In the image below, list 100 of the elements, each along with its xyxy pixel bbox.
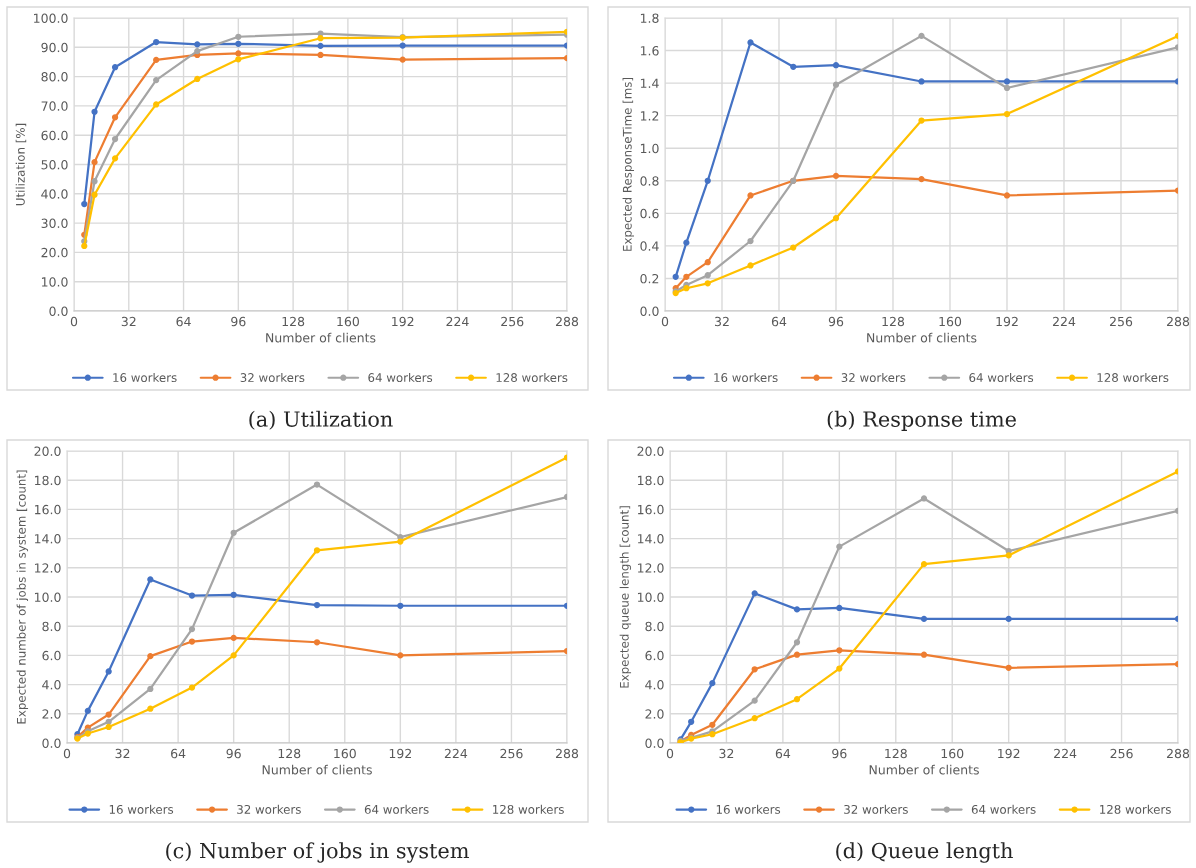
y-tick-label: 10.0: [34, 592, 61, 602]
point: [836, 543, 843, 550]
point: [1003, 110, 1011, 118]
point: [105, 711, 112, 718]
point: [317, 42, 324, 49]
x-tick-label: 0: [63, 748, 71, 759]
y-tick-label: 18.0: [637, 475, 664, 486]
x-tick-label: 96: [828, 316, 844, 327]
y-tick-label: 0.0: [42, 738, 61, 748]
point: [111, 114, 119, 121]
point: [188, 592, 196, 599]
y-tick-label: 10.0: [637, 592, 664, 602]
point: [188, 625, 196, 633]
point: [790, 63, 797, 70]
point: [704, 280, 711, 287]
x-tick-label: 64: [176, 316, 191, 327]
point: [747, 192, 754, 199]
point: [688, 718, 695, 725]
y-tick-label: 12.0: [34, 563, 61, 573]
x-tick-label: 192: [392, 316, 414, 327]
x-tick-label: 224: [446, 316, 469, 327]
point: [313, 481, 321, 488]
point: [683, 285, 690, 292]
legend-label: 64 workers: [364, 804, 429, 814]
y-tick-label: 2.0: [645, 709, 664, 719]
x-tick-label: 128: [885, 748, 907, 759]
y-tick-label: 18.0: [34, 475, 61, 486]
x-tick-label: 64: [775, 748, 791, 759]
x-tick-label: 96: [226, 748, 241, 759]
point: [313, 547, 321, 554]
point: [683, 273, 690, 280]
point: [230, 529, 237, 536]
y-tick-label: 4.0: [42, 680, 61, 690]
point: [235, 56, 242, 63]
point: [1003, 192, 1011, 199]
y-tick-label: 30.0: [41, 218, 68, 229]
text: (d) Queue length: [836, 842, 1013, 863]
y-tick-label: 70.0: [41, 101, 68, 111]
point: [1003, 78, 1011, 85]
x-tick-label: 288: [555, 748, 579, 759]
point: [188, 638, 196, 645]
point: [751, 590, 758, 597]
x-tick-label: 288: [1166, 316, 1190, 327]
x-axis-title: Number of clients: [869, 764, 979, 775]
point: [793, 639, 801, 646]
legend-label: 64 workers: [971, 804, 1036, 814]
point: [397, 538, 404, 545]
point: [918, 176, 925, 183]
point: [230, 634, 237, 642]
text: (c) Number of jobs in system: [166, 842, 469, 863]
x-axis-title: Number of clients: [262, 764, 372, 775]
point: [672, 273, 679, 280]
y-tick-label: 6.0: [645, 650, 664, 661]
y-tick-label: 0.2: [640, 273, 659, 284]
x-axis-title: Number of clients: [266, 332, 376, 343]
legend-label: 16 workers: [716, 804, 781, 814]
y-tick-label: 0.0: [49, 306, 68, 316]
x-tick-label: 128: [282, 316, 305, 327]
x-tick-label: 224: [1054, 748, 1077, 759]
legend-label: 128 workers: [1100, 804, 1171, 814]
point: [836, 665, 843, 672]
point: [747, 39, 754, 46]
y-tick-label: 1.8: [640, 13, 659, 23]
point: [91, 159, 98, 166]
point: [194, 47, 201, 55]
x-tick-label: 256: [500, 748, 523, 759]
point: [153, 56, 160, 64]
x-tick-label: 32: [115, 748, 130, 759]
point: [147, 705, 154, 712]
point: [1005, 664, 1012, 671]
legend-label: 16 workers: [714, 372, 778, 383]
point: [91, 178, 98, 185]
point: [793, 606, 801, 613]
point: [81, 200, 88, 208]
point: [1005, 615, 1012, 623]
point: [147, 653, 154, 660]
point: [747, 262, 754, 269]
point: [397, 602, 404, 609]
x-tick-label: 32: [719, 748, 734, 759]
y-tick-label: 40.0: [41, 189, 68, 199]
y-tick-label: 100.0: [34, 13, 68, 23]
y-tick-label: 0.8: [640, 176, 659, 186]
y-tick-label: 2.0: [42, 709, 61, 719]
x-tick-label: 64: [171, 748, 186, 759]
legend-label: 16 workers: [109, 804, 174, 814]
x-tick-label: 160: [941, 748, 964, 759]
legend-label: 32 workers: [240, 372, 305, 383]
point: [153, 101, 160, 108]
point: [1003, 84, 1011, 92]
point: [832, 172, 840, 180]
y-tick-label: 0.0: [645, 738, 664, 748]
point: [91, 191, 98, 198]
x-tick-label: 192: [998, 748, 1020, 759]
y-tick-label: 14.0: [34, 534, 61, 544]
x-tick-label: 160: [337, 316, 359, 327]
point: [313, 601, 321, 609]
x-tick-label: 192: [389, 748, 412, 759]
point: [399, 56, 406, 63]
point: [747, 237, 754, 245]
x-tick-label: 0: [661, 316, 669, 327]
